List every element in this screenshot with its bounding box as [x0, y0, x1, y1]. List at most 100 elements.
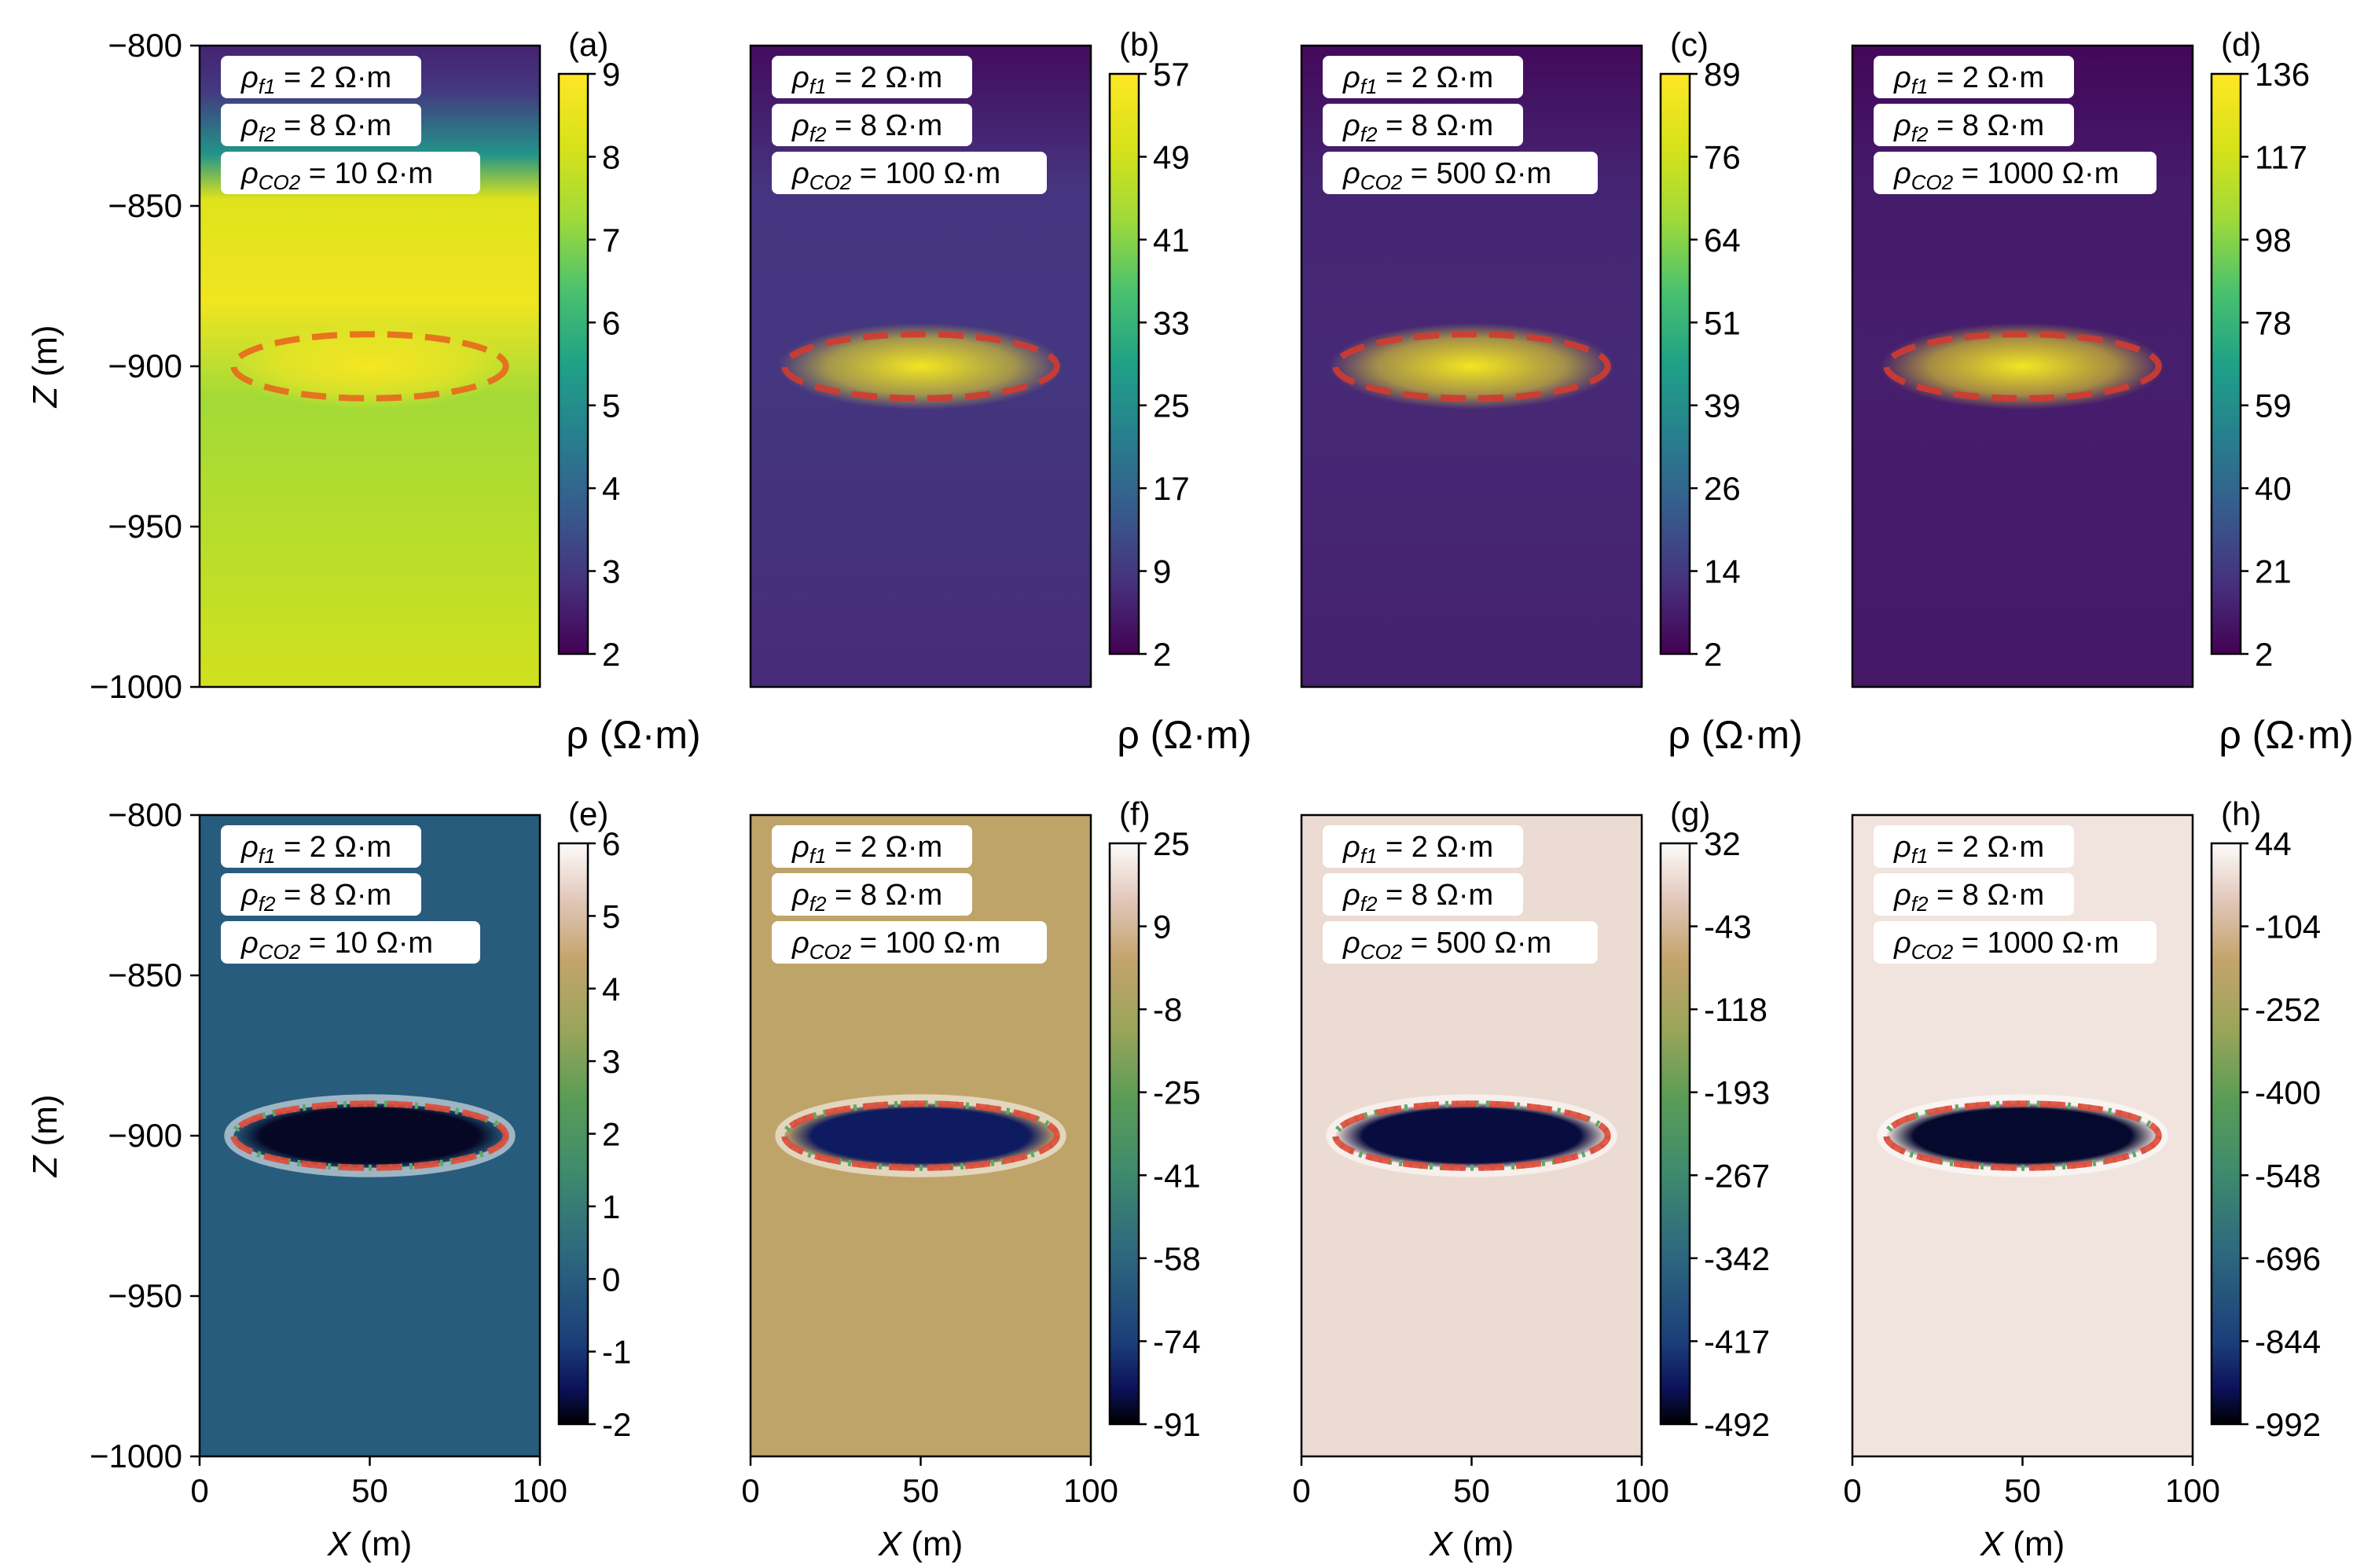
- colorbar-tick-label: -2: [602, 1406, 631, 1443]
- colorbar-tick-label: -8: [1153, 991, 1182, 1028]
- colorbar-tick-label: -91: [1153, 1406, 1201, 1443]
- annotation-box: [1874, 873, 2074, 916]
- colorbar-tick-label: -267: [1704, 1157, 1770, 1194]
- annotation-box: [1323, 921, 1598, 964]
- annotation-box: [221, 104, 421, 146]
- colorbar-title: ρ (Ω·m): [1668, 713, 1802, 757]
- annotation-text: ρf1 = 2 Ω·m: [791, 61, 942, 98]
- colorbar: [2210, 842, 2242, 1426]
- colorbar-tick-label: -25: [1153, 1074, 1201, 1111]
- x-axis-label: X (m): [327, 1525, 413, 1563]
- colorbar: [557, 842, 589, 1426]
- y-axis-label: Z (m): [26, 325, 64, 408]
- x-tick-label: 0: [1843, 1472, 1861, 1509]
- annotation-text: ρCO2 = 500 Ω·m: [1342, 927, 1551, 964]
- colorbar-tick-label: 6: [602, 304, 620, 341]
- colorbar-tick-label: 7: [602, 222, 620, 259]
- annotation-box: [1323, 825, 1523, 868]
- annotation-box: [1323, 56, 1523, 98]
- x-tick-label: 50: [1453, 1472, 1490, 1509]
- colorbar-tick-label: -74: [1153, 1323, 1201, 1360]
- colorbar-tick-label: 0: [602, 1261, 620, 1298]
- colorbar-tick-label: 64: [1704, 222, 1741, 259]
- panel-a: ρf1 = 2 Ω·m ρf2 = 8 Ω·m ρCO2 = 10 Ω·m −800 −…: [90, 26, 701, 757]
- annotation-box: [772, 921, 1047, 964]
- y-tick-label: −800: [108, 27, 182, 64]
- co2-anomaly: [1335, 1102, 1608, 1170]
- annotation-text: ρf2 = 8 Ω·m: [791, 879, 942, 916]
- annotation-text: ρCO2 = 1000 Ω·m: [1893, 927, 2119, 964]
- annotation-text: ρf2 = 8 Ω·m: [1893, 109, 2044, 146]
- anomaly-halo: [775, 1094, 1066, 1177]
- colorbar-tick-label: 9: [602, 56, 620, 93]
- colorbar-tick-label: 1: [602, 1188, 620, 1225]
- reservoir-outline: [781, 1100, 1060, 1171]
- colorbar-tick-label: -492: [1704, 1406, 1770, 1443]
- colorbar-tick-label: -417: [1704, 1323, 1770, 1360]
- panel-label: (b): [1119, 26, 1159, 63]
- annotation-box: [772, 152, 1047, 194]
- annotation-box: [221, 873, 421, 916]
- colorbar-tick-label: -1: [602, 1334, 631, 1371]
- y-tick-label: −850: [108, 187, 182, 224]
- co2-anomaly: [777, 322, 1064, 410]
- plot-frame: [1851, 44, 2194, 689]
- colorbar-tick-label: 59: [2255, 387, 2292, 424]
- annotation-text: ρf1 = 2 Ω·m: [1893, 61, 2044, 98]
- annotation-box: [772, 825, 972, 868]
- x-tick-label: 0: [741, 1472, 759, 1509]
- colorbar-tick-label: 17: [1153, 470, 1190, 507]
- annotation-text: ρf2 = 8 Ω·m: [1893, 879, 2044, 916]
- x-axis-label: X (m): [1429, 1525, 1514, 1563]
- annotation-text: ρCO2 = 100 Ω·m: [791, 157, 1000, 194]
- panel-label: (g): [1670, 795, 1710, 832]
- annotation-text: ρCO2 = 500 Ω·m: [1342, 157, 1551, 194]
- y-tick-label: −1000: [90, 668, 182, 705]
- annotation-box: [1874, 104, 2074, 146]
- colorbar-tick-label: 89: [1704, 56, 1741, 93]
- panel-label: (a): [568, 26, 608, 63]
- y-tick-label: −950: [108, 508, 182, 545]
- annotation-text: ρf1 = 2 Ω·m: [240, 831, 391, 868]
- annotation-text: ρf2 = 8 Ω·m: [240, 879, 391, 916]
- annotation-box: [772, 104, 972, 146]
- panel-label: (f): [1119, 795, 1151, 832]
- annotation-text: ρf1 = 2 Ω·m: [1342, 831, 1493, 868]
- colorbar: [2210, 72, 2242, 655]
- panel-e: ρf1 = 2 Ω·m ρf2 = 8 Ω·m ρCO2 = 10 Ω·m −800 −…: [90, 795, 631, 1563]
- annotation-text: ρCO2 = 10 Ω·m: [240, 927, 433, 964]
- anomaly-halo: [1326, 1094, 1617, 1177]
- annotation-text: ρCO2 = 100 Ω·m: [791, 927, 1000, 964]
- x-axis-label: X (m): [1980, 1525, 2065, 1563]
- colorbar-tick-label: 76: [1704, 138, 1741, 175]
- panel-g: ρf1 = 2 Ω·m ρf2 = 8 Ω·m ρCO2 = 500 Ω·m 0 50 1…: [1292, 795, 1770, 1563]
- y-tick-label: −850: [108, 957, 182, 993]
- annotation-text: ρf1 = 2 Ω·m: [1342, 61, 1493, 98]
- panel-h: ρf1 = 2 Ω·m ρf2 = 8 Ω·m ρCO2 = 1000 Ω·m 0 50…: [1843, 795, 2321, 1563]
- x-tick-label: 50: [2004, 1472, 2041, 1509]
- colorbar-tick-label: 3: [602, 553, 620, 590]
- annotation-box: [1323, 873, 1523, 916]
- annotation-text: ρf1 = 2 Ω·m: [791, 831, 942, 868]
- colorbar-title: ρ (Ω·m): [2219, 713, 2353, 757]
- colorbar-tick-label: -58: [1153, 1240, 1201, 1277]
- colorbar-tick-label: 117: [2255, 138, 2307, 175]
- colorbar-tick-label: -844: [2255, 1323, 2321, 1360]
- reservoir-outline: [1883, 1100, 2162, 1171]
- annotation-box: [221, 921, 480, 964]
- colorbar-tick-label: -548: [2255, 1157, 2321, 1194]
- reservoir-outline: [1332, 1100, 1611, 1171]
- panel-label: (c): [1670, 26, 1709, 63]
- panel-d: ρf1 = 2 Ω·m ρf2 = 8 Ω·m ρCO2 = 1000 Ω·m 136…: [1851, 26, 2354, 757]
- colorbar: [557, 72, 589, 655]
- colorbar-tick-label: 136: [2255, 56, 2310, 93]
- co2-anomaly: [1328, 322, 1615, 410]
- colorbar-tick-label: 41: [1153, 222, 1190, 259]
- colorbar-title: ρ (Ω·m): [1117, 713, 1251, 757]
- plot-frame: [1300, 44, 1643, 689]
- colorbar-tick-label: 9: [1153, 909, 1171, 946]
- y-tick-label: −800: [108, 796, 182, 833]
- colorbar-tick-label: -400: [2255, 1074, 2321, 1111]
- annotation-text: ρCO2 = 1000 Ω·m: [1893, 157, 2119, 194]
